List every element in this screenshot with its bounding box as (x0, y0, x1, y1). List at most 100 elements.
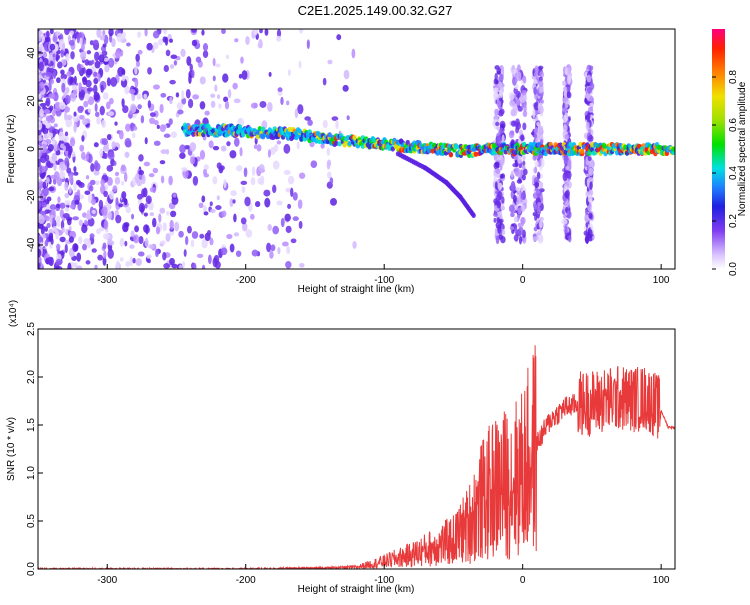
spectrogram-cell (78, 82, 82, 92)
spectrogram-cell (137, 104, 142, 110)
spectrogram-cell (79, 115, 85, 120)
spectrogram-cell (170, 131, 178, 138)
spectrogram-cell (191, 69, 195, 79)
colorbar-tick-label: 0.0 (728, 262, 739, 276)
spectrogram-cell (85, 153, 89, 162)
spectrogram-cell (138, 202, 146, 213)
spectrogram-cell (499, 73, 504, 83)
spectrogram-cell (66, 218, 72, 226)
x-tick-label: -300 (97, 575, 117, 586)
spectrogram-cell (106, 165, 114, 172)
spectrogram-cell (169, 257, 175, 266)
spectrogram-cell (101, 206, 108, 216)
spectrogram-cell (51, 137, 56, 145)
spectrogram-cell (170, 210, 177, 218)
spectrogram-cell (86, 238, 92, 249)
spectrogram-cell (93, 77, 99, 85)
spectrogram-cell (498, 81, 503, 87)
spectrogram-cell (107, 151, 115, 160)
spectrogram-cell (172, 193, 177, 198)
spectrogram-cell (98, 54, 105, 63)
spectrogram-cell (74, 199, 80, 205)
spectrogram-cell (143, 161, 151, 167)
spectrogram-cell (514, 167, 520, 177)
spectrogram-cell (156, 124, 160, 129)
spectrogram-cell (94, 103, 98, 112)
spectrogram-cell (496, 201, 502, 209)
spectrogram-cell (533, 101, 540, 111)
spectrogram-cell (73, 166, 77, 173)
spectrogram-cell (108, 29, 114, 37)
spectrogram-cell (66, 71, 72, 77)
spectrogram-cell (534, 213, 538, 222)
spectrogram-cell (342, 142, 347, 148)
spectrogram-cell (53, 123, 58, 128)
spectrogram-cell (297, 199, 303, 209)
spectrogram-cell (94, 51, 100, 62)
spectrogram-cell (48, 232, 54, 239)
spectrogram-cell (111, 141, 116, 150)
spectrogram-cell (517, 105, 523, 112)
spectrogram-cell (532, 236, 539, 241)
spectrogram-cell (68, 39, 75, 46)
spectrogram-cell (191, 131, 196, 137)
spectrogram-cell (121, 74, 126, 82)
spectrogram-cell (169, 219, 174, 230)
spectrogram-cell (588, 134, 594, 142)
spectrogram-cell (276, 29, 282, 38)
spectrogram-cell (283, 143, 291, 154)
spectrogram-cell (587, 156, 592, 162)
spectrogram-cell (515, 186, 521, 192)
spectrogram-cell (160, 149, 168, 155)
spectrogram-cell (283, 169, 291, 176)
spectrogram-cell (95, 180, 100, 186)
spectrogram-cell (493, 93, 499, 98)
spectrogram-cell (520, 134, 525, 142)
spectrogram-cell (580, 148, 585, 155)
spectrogram-cell (168, 118, 173, 126)
spectrogram-cell (159, 207, 166, 214)
spectrogram-cell (130, 213, 135, 220)
spectrogram-cell (493, 78, 499, 85)
spectrogram-cell (189, 63, 193, 72)
spectrogram-cell (131, 93, 136, 102)
spectrogram-cell (512, 194, 517, 204)
spectrogram-cell (45, 36, 51, 43)
spectrogram-cell (509, 226, 515, 231)
spectrogram-cell (496, 135, 502, 145)
spectrogram-cell (496, 217, 501, 223)
spectrogram-cell (52, 178, 57, 185)
spectrogram-cell (287, 175, 295, 185)
spectrogram-cell (496, 126, 501, 131)
spectrogram-cell (567, 86, 571, 91)
spectrogram-cell (199, 233, 205, 239)
spectrogram-cell (277, 87, 283, 92)
spectrogram-cell (54, 31, 61, 37)
spectrogram-cell (138, 154, 144, 162)
spectrogram-cell (497, 70, 501, 75)
spectrogram-cell (521, 89, 527, 96)
spectrogram-cell (496, 100, 502, 108)
spectrogram-cell (229, 150, 237, 159)
spectrogram-cell (122, 105, 129, 114)
spectrogram-cell (233, 232, 240, 237)
spectrogram-cell (54, 101, 61, 112)
spectrogram-cell (91, 59, 95, 65)
spectrogram-cell (97, 254, 104, 261)
spectrogram-cell (94, 111, 100, 118)
spectrogram-cell (38, 215, 45, 225)
spectrogram-cell (299, 136, 304, 142)
spectrogram-cell (285, 187, 292, 193)
spectrogram-cell (106, 133, 112, 141)
spectrogram-cell (517, 222, 522, 228)
spectrogram-cell (153, 84, 160, 90)
spectrogram-cell (152, 167, 159, 174)
spectrogram-cell (163, 262, 171, 269)
spectrogram-cell (220, 247, 228, 256)
y-tick-label: 0 (26, 146, 37, 152)
spectrogram-cell (584, 234, 589, 244)
spectrogram-cell (233, 98, 241, 104)
spectrogram-cell (520, 192, 527, 200)
colorbar-tick-label: 0.4 (728, 166, 739, 180)
